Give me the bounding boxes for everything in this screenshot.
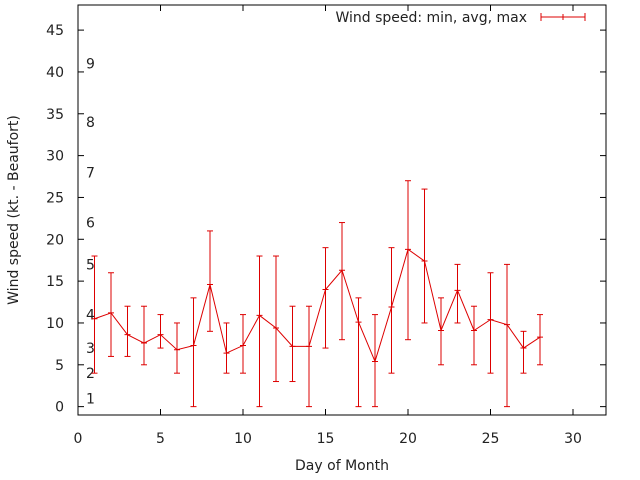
beaufort-label: 6 (86, 216, 95, 232)
y-tick-label: 10 (46, 316, 64, 332)
average-point (487, 316, 494, 323)
average-point (256, 312, 263, 319)
y-tick-label: 30 (46, 149, 64, 165)
y-axis-label: Wind speed (kt. - Beaufort) (6, 115, 22, 305)
error-bar (306, 305, 312, 408)
error-bar (223, 322, 230, 374)
x-tick-label: 20 (399, 431, 417, 447)
average-point (421, 258, 428, 265)
y-tick-label: 25 (46, 190, 64, 206)
beaufort-label: 7 (86, 165, 95, 181)
average-point (438, 327, 444, 334)
y-tick-label: 0 (55, 400, 64, 416)
beaufort-scale-labels: 1 2 3 4 5 6 7 8 9 (86, 57, 95, 408)
beaufort-label: 1 (86, 391, 95, 407)
x-tick-label: 25 (482, 431, 500, 447)
average-point (157, 331, 164, 338)
average-point (289, 343, 296, 350)
beaufort-label: 8 (86, 115, 95, 131)
error-bar (322, 247, 329, 349)
error-bar (487, 272, 494, 374)
average-point (322, 286, 329, 293)
beaufort-label: 3 (86, 341, 95, 357)
average-line (94, 248, 541, 363)
legend-label: Wind speed: min, avg, max (335, 10, 527, 26)
y-tick-label: 20 (46, 232, 64, 248)
average-point (207, 281, 213, 288)
x-tick-label: 30 (564, 431, 582, 447)
error-bar (157, 314, 164, 349)
error-bar (91, 255, 98, 374)
x-axis-label: Day of Month (295, 458, 389, 474)
legend: Wind speed: min, avg, max (335, 10, 586, 26)
average-point (504, 321, 510, 328)
error-bar (256, 255, 263, 408)
y-tick-label: 45 (46, 23, 64, 39)
average-point (454, 287, 461, 294)
tick-marks (77, 5, 606, 415)
average-point (372, 358, 378, 365)
average-point (355, 319, 362, 326)
error-bar (454, 263, 461, 324)
error-bar (355, 297, 362, 408)
error-bar (388, 247, 395, 374)
error-bar (141, 305, 147, 366)
average-point (141, 340, 147, 347)
average-point (388, 304, 395, 311)
average-point (108, 309, 114, 316)
error-bar (421, 188, 428, 324)
average-point (520, 345, 527, 352)
y-tick-label: 35 (46, 107, 64, 123)
average-point (190, 342, 197, 349)
average-point (124, 331, 131, 338)
y-tick-label: 5 (55, 358, 64, 374)
error-bar (339, 222, 345, 341)
error-bar (405, 180, 411, 341)
error-bar (471, 305, 477, 366)
x-tick-label: 10 (234, 431, 252, 447)
average-point (91, 315, 98, 322)
average-point (174, 346, 180, 353)
x-tick-label: 15 (317, 431, 335, 447)
error-bar (207, 230, 213, 332)
average-point (223, 350, 230, 357)
error-bar (504, 263, 510, 408)
error-bar (273, 255, 279, 383)
average-point (273, 324, 279, 331)
average-point (405, 246, 411, 253)
average-point (471, 327, 477, 334)
x-tick-label: 5 (156, 431, 165, 447)
average-point (339, 267, 345, 274)
error-bar (190, 297, 197, 408)
plot-frame (77, 4, 607, 416)
beaufort-label: 4 (86, 308, 95, 324)
legend-line-sample (540, 13, 586, 21)
series-plot (91, 180, 543, 408)
average-point (537, 334, 543, 341)
x-tick-label: 0 (74, 431, 83, 447)
y-tick-label: 15 (46, 274, 64, 290)
beaufort-label: 2 (86, 366, 95, 382)
beaufort-label: 5 (86, 257, 95, 273)
average-point (306, 343, 312, 350)
error-bar (520, 330, 527, 374)
error-bar (124, 305, 131, 357)
beaufort-label: 9 (86, 57, 95, 73)
y-tick-label: 40 (46, 65, 64, 81)
average-point (240, 342, 246, 349)
